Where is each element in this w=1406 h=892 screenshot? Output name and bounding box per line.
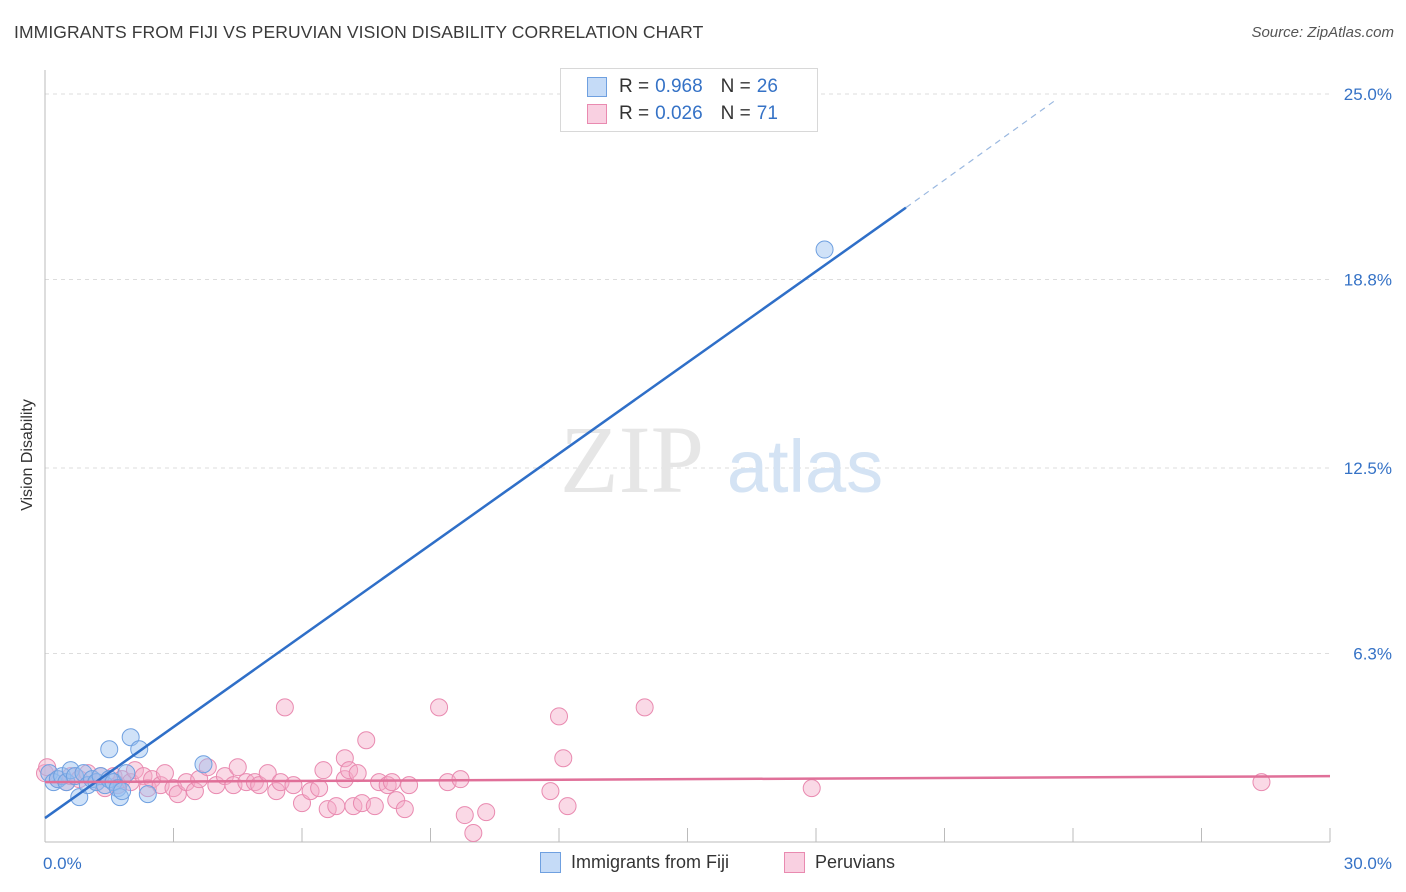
y-tick-label-2: 18.8% — [1344, 270, 1392, 289]
peru-point-52 — [382, 773, 401, 792]
peru-point-43 — [335, 749, 354, 768]
trend-layer — [44, 99, 1331, 820]
peru-point-61 — [477, 803, 496, 822]
watermark-atlas: atlas — [727, 425, 883, 508]
fiji-n-label: N = — [720, 76, 751, 97]
correlation-legend: R = 0.968 N = 26 R = 0.026 N = 71 — [560, 68, 818, 132]
watermark: ZIP atlas — [560, 406, 883, 513]
peru-point-66 — [635, 698, 654, 717]
fiji-point-15 — [100, 740, 119, 759]
fiji-point-20 — [117, 764, 136, 783]
x-tick-label-1: 30.0% — [1344, 854, 1392, 873]
x-tick-label-0: 0.0% — [43, 854, 82, 873]
fiji-point-25 — [815, 240, 834, 259]
legend-row-fiji: R = 0.968 N = 26 — [587, 75, 778, 99]
bottom-legend-peru: Peruvians — [784, 852, 895, 873]
peru-point-34 — [275, 698, 294, 717]
peru-swatch — [587, 104, 607, 124]
source-label: Source: ZipAtlas.com — [1251, 24, 1394, 41]
legend-row-peru: R = 0.026 N = 71 — [587, 102, 778, 126]
bottom-legend-fiji: Immigrants from Fiji — [540, 852, 729, 873]
peru-point-62 — [541, 782, 560, 801]
fiji-trend-line — [44, 206, 907, 820]
peru-point-59 — [455, 806, 474, 825]
peru-point-64 — [554, 749, 573, 768]
peru-point-49 — [365, 797, 384, 816]
fiji-n-value: 26 — [756, 76, 778, 97]
bottom-peru-swatch — [784, 852, 805, 873]
peru-point-60 — [464, 824, 483, 843]
chart-title: IMMIGRANTS FROM FIJI VS PERUVIAN VISION … — [14, 22, 704, 42]
fiji-r-label: R = — [619, 76, 650, 97]
peru-point-41 — [327, 797, 346, 816]
tick-labels: 6.3% 12.5% 18.8% 25.0% 0.0% 30.0% — [43, 85, 1392, 873]
axis-layer — [44, 70, 1331, 843]
fiji-points — [40, 240, 834, 807]
fiji-swatch — [587, 77, 607, 97]
peru-r-label: R = — [619, 103, 650, 124]
peru-point-35 — [284, 776, 303, 795]
bottom-fiji-swatch — [540, 852, 561, 873]
watermark-zip: ZIP — [560, 406, 704, 513]
peru-point-63 — [550, 707, 568, 726]
peru-n-value: 71 — [756, 103, 778, 124]
peru-r-value: 0.026 — [655, 103, 703, 124]
peru-point-68 — [1252, 773, 1271, 792]
y-tick-label-1: 12.5% — [1344, 459, 1392, 478]
y-tick-label-3: 25.0% — [1344, 85, 1392, 104]
fiji-r-value: 0.968 — [655, 76, 703, 97]
peru-n-label: N = — [720, 103, 751, 124]
fiji-point-19 — [113, 782, 132, 801]
peru-point-48 — [357, 731, 376, 750]
peru-point-38 — [310, 779, 329, 798]
y-tick-label-0: 6.3% — [1353, 644, 1392, 663]
peru-point-65 — [558, 797, 577, 816]
peru-point-17 — [155, 764, 174, 783]
fiji-trend-extension — [905, 99, 1057, 209]
grid-layer — [45, 93, 1330, 654]
peru-trend-line — [44, 774, 1331, 784]
peru-point-56 — [430, 698, 449, 717]
bottom-peru-label: Peruvians — [815, 852, 896, 872]
peruvian-points — [36, 698, 1271, 843]
fiji-point-23 — [138, 785, 157, 804]
bottom-fiji-label: Immigrants from Fiji — [571, 852, 730, 872]
peru-point-54 — [395, 800, 414, 819]
peru-point-46 — [348, 764, 367, 783]
peru-point-27 — [228, 758, 247, 777]
peru-point-32 — [267, 782, 286, 801]
peru-point-67 — [802, 779, 821, 798]
peru-point-39 — [314, 761, 333, 780]
fiji-point-24 — [194, 755, 213, 774]
